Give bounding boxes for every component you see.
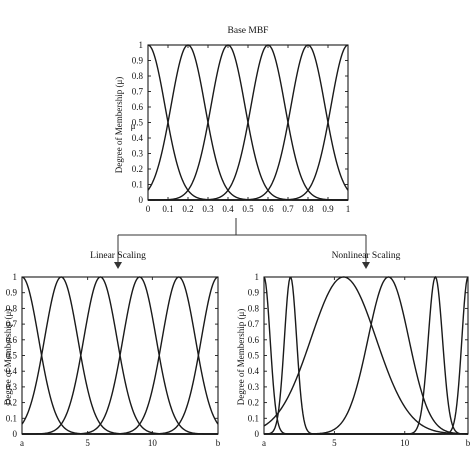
x-tick-label: 5 — [332, 438, 337, 448]
y-tick-label: 0.4 — [248, 366, 260, 376]
y-tick-label: 0.3 — [6, 382, 18, 392]
y-tick-label: 0.3 — [132, 149, 144, 159]
y-tick-label: 1 — [255, 272, 260, 282]
x-tick-label: 1 — [346, 204, 351, 214]
y-tick-label: 0.2 — [6, 398, 17, 408]
x-tick-label: a — [262, 438, 266, 448]
x-tick-label: 0.6 — [262, 204, 274, 214]
x-tick-labels: a 5 10 b — [262, 438, 471, 448]
membership-curve — [263, 276, 469, 435]
x-tick-labels: 0 0.1 0.2 0.3 0.4 0.5 0.6 0.7 0.8 0.9 1 — [146, 204, 351, 214]
y-tick-label: 0.4 — [6, 366, 18, 376]
y-tick-label: 0.4 — [132, 133, 144, 143]
x-tick-label: 0 — [146, 204, 151, 214]
x-tick-label: 0.1 — [162, 204, 173, 214]
y-tick-label: 1 — [13, 272, 18, 282]
y-tick-label: 0.6 — [248, 335, 260, 345]
arrow-left-icon — [114, 262, 122, 269]
membership-curve — [263, 276, 468, 435]
y-tick-label: 0.6 — [132, 102, 144, 112]
y-tick-label: 0 — [13, 429, 18, 439]
x-tick-label: 0.8 — [302, 204, 314, 214]
x-tick-label: b — [216, 438, 221, 448]
y-tick-label: 0.5 — [6, 351, 18, 361]
y-tick-label: 0.7 — [248, 319, 260, 329]
x-tick-label: 10 — [400, 438, 410, 448]
y-axis-label: Degree of Membership (μ) — [3, 309, 13, 406]
y-axis-symbol: μ — [131, 121, 136, 131]
y-tick-label: 0.5 — [132, 118, 144, 128]
y-tick-label: 0.1 — [6, 413, 17, 423]
y-tick-label: 0.6 — [6, 335, 18, 345]
y-tick-labels: 0 0.1 0.2 0.3 0.4 0.5 0.6 0.7 0.8 0.9 1 — [6, 272, 18, 439]
x-tick-label: 5 — [85, 438, 90, 448]
x-tick-label: 0.9 — [322, 204, 334, 214]
x-tick-label: 0.7 — [282, 204, 294, 214]
y-tick-label: 0.8 — [6, 303, 18, 313]
plot-frame — [263, 276, 469, 435]
y-tick-label: 0.5 — [248, 351, 260, 361]
chart-title: Base MBF — [228, 26, 269, 36]
y-tick-label: 0.9 — [132, 56, 144, 66]
nonlinear-scaling-panel: Degree of Membership (μ) 0 0.1 0.2 0.3 0.4 0.… — [236, 272, 471, 448]
plot-frame — [21, 276, 219, 435]
base-mbf-panel: Base MBF Degree of Membership (μ) μ 0 0.1… — [114, 26, 350, 214]
connector: Linear Scaling Nonlinear Scaling — [90, 218, 401, 269]
y-tick-label: 0 — [255, 429, 260, 439]
y-tick-label: 0.2 — [132, 164, 143, 174]
x-tick-label: 0.2 — [182, 204, 193, 214]
y-tick-label: 0.1 — [132, 180, 143, 190]
arrow-right-icon — [362, 262, 370, 269]
y-tick-labels: 0 0.1 0.2 0.3 0.4 0.5 0.6 0.7 0.8 0.9 1 — [248, 272, 260, 439]
x-tick-label: a — [20, 438, 24, 448]
linear-scaling-label: Linear Scaling — [90, 251, 146, 261]
y-tick-label: 1 — [139, 40, 144, 50]
y-tick-label: 0.2 — [248, 398, 259, 408]
x-tick-labels: a 5 10 b — [20, 438, 221, 448]
y-tick-labels: 0 0.1 0.2 0.3 0.4 0.5 0.6 0.7 0.8 0.9 1 — [132, 40, 144, 205]
x-tick-label: 0.3 — [202, 204, 214, 214]
x-tick-label: 0.4 — [222, 204, 234, 214]
y-tick-label: 0 — [139, 195, 144, 205]
membership-curves — [263, 275, 469, 435]
y-tick-label: 0.9 — [6, 288, 18, 298]
membership-curves — [147, 44, 349, 201]
y-tick-label: 0.1 — [248, 413, 259, 423]
x-tick-label: 10 — [148, 438, 158, 448]
y-axis-label: Degree of Membership (μ) — [114, 77, 124, 174]
y-tick-label: 0.7 — [6, 319, 18, 329]
x-tick-label: 0.5 — [242, 204, 254, 214]
linear-scaling-panel: Degree of Membership (μ) 0 0.1 0.2 0.3 0.4 0.… — [3, 272, 221, 448]
y-tick-label: 0.3 — [248, 382, 260, 392]
y-axis-label: Degree of Membership (μ) — [236, 309, 246, 406]
membership-curves — [21, 276, 219, 435]
x-tick-label: b — [466, 438, 471, 448]
y-tick-label: 0.8 — [132, 71, 144, 81]
y-tick-label: 0.8 — [248, 303, 260, 313]
nonlinear-scaling-label: Nonlinear Scaling — [332, 251, 401, 261]
y-tick-label: 0.7 — [132, 87, 144, 97]
y-tick-label: 0.9 — [248, 288, 260, 298]
plot-frame — [147, 44, 349, 201]
